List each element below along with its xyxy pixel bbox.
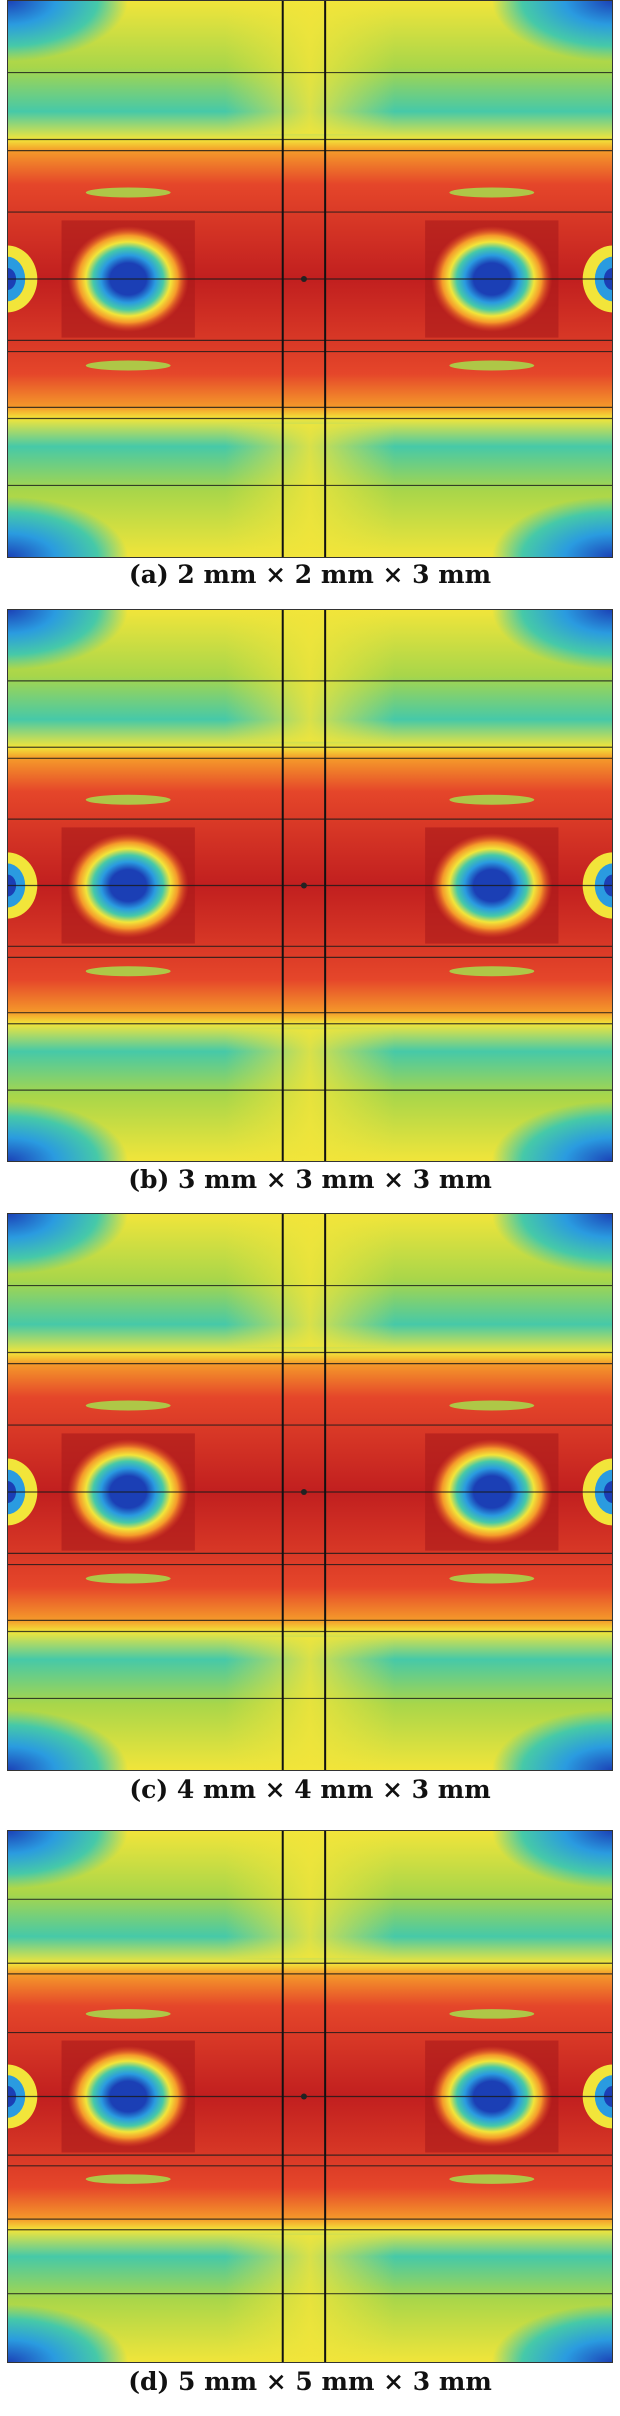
caption-c: (c) 4 mm × 4 mm × 3 mm [129,1775,491,1804]
field-map-c [7,1213,613,1771]
field-map-a [7,0,613,558]
panel-d: (d) 5 mm × 5 mm × 3 mm [0,1830,620,2416]
caption-d: (d) 5 mm × 5 mm × 3 mm [128,2367,492,2396]
caption-a: (a) 2 mm × 2 mm × 3 mm [128,560,492,589]
field-map-b [7,609,613,1162]
caption-b: (b) 3 mm × 3 mm × 3 mm [128,1165,492,1194]
panel-a: (a) 2 mm × 2 mm × 3 mm [0,0,620,600]
field-map-d [7,1830,613,2363]
panel-c: (c) 4 mm × 4 mm × 3 mm [0,1213,620,1813]
panel-b: (b) 3 mm × 3 mm × 3 mm [0,609,620,1209]
